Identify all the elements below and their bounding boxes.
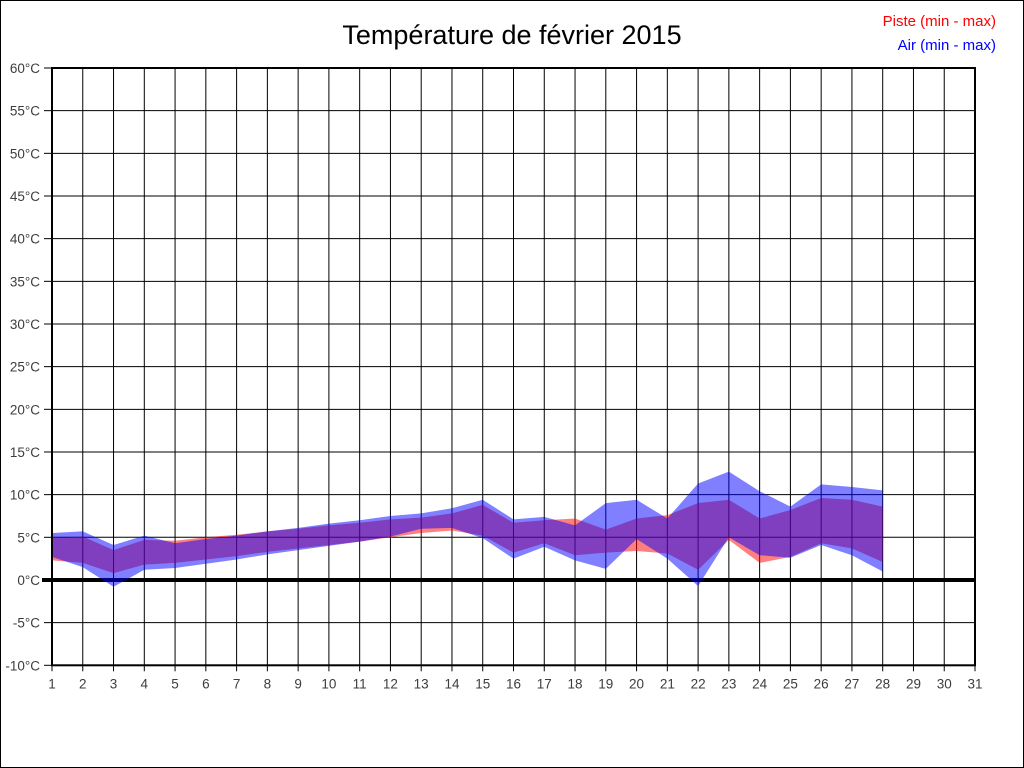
legend-label-air: Air (min - max) [897, 37, 996, 54]
y-tick-label: 15°C [10, 445, 40, 460]
y-tick-label: -5°C [13, 616, 40, 631]
y-tick-label: 25°C [10, 360, 40, 375]
legend-label-piste: Piste (min - max) [882, 13, 996, 30]
legend-item-air: Air (min - max) [883, 34, 996, 58]
x-tick-label: 16 [506, 676, 521, 691]
legend-item-piste: Piste (min - max) [883, 10, 996, 34]
plot-border [51, 67, 976, 667]
x-tick-label: 19 [598, 676, 613, 691]
x-tick-label: 4 [141, 676, 149, 691]
x-tick-label: 1 [48, 676, 56, 691]
y-tick-label: 20°C [10, 402, 40, 417]
y-tick-label: 0°C [17, 573, 40, 588]
x-tick-label: 5 [171, 676, 179, 691]
x-tick-label: 17 [537, 676, 552, 691]
legend: Piste (min - max) Air (min - max) [883, 10, 996, 58]
x-tick-label: 29 [906, 676, 921, 691]
air-minmax-band [52, 471, 883, 587]
x-tick-label: 30 [937, 676, 952, 691]
x-tick-label: 25 [783, 676, 798, 691]
y-tick-label: 35°C [10, 274, 40, 289]
x-tick-label: 9 [294, 676, 302, 691]
x-tick-label: 10 [321, 676, 336, 691]
x-tick-label: 20 [629, 676, 644, 691]
y-tick-label: 45°C [10, 189, 40, 204]
x-tick-label: 28 [875, 676, 890, 691]
x-tick-label: 22 [691, 676, 706, 691]
y-tick-label: 55°C [10, 104, 40, 119]
y-tick-label: 40°C [10, 232, 40, 247]
x-tick-label: 8 [264, 676, 272, 691]
x-tick-label: 24 [752, 676, 768, 691]
x-tick-label: 15 [475, 676, 490, 691]
x-tick-label: 18 [568, 676, 583, 691]
x-tick-label: 7 [233, 676, 241, 691]
x-tick-label: 2 [79, 676, 87, 691]
y-tick-label: 5°C [17, 530, 40, 545]
x-tick-label: 31 [967, 676, 982, 691]
x-tick-label: 12 [383, 676, 398, 691]
y-tick-label: 60°C [10, 61, 40, 76]
x-tick-label: 23 [721, 676, 736, 691]
y-tick-label: 30°C [10, 317, 40, 332]
x-tick-label: 14 [444, 676, 460, 691]
x-tick-label: 3 [110, 676, 118, 691]
x-tick-label: 21 [660, 676, 675, 691]
y-tick-label: 10°C [10, 488, 40, 503]
x-tick-label: 6 [202, 676, 210, 691]
chart-title: Température de février 2015 [342, 20, 682, 50]
x-tick-label: 11 [353, 676, 367, 691]
y-tick-label: -10°C [5, 658, 40, 673]
x-tick-label: 13 [414, 676, 429, 691]
x-tick-label: 26 [814, 676, 829, 691]
x-tick-label: 27 [844, 676, 859, 691]
y-tick-label: 50°C [10, 146, 40, 161]
